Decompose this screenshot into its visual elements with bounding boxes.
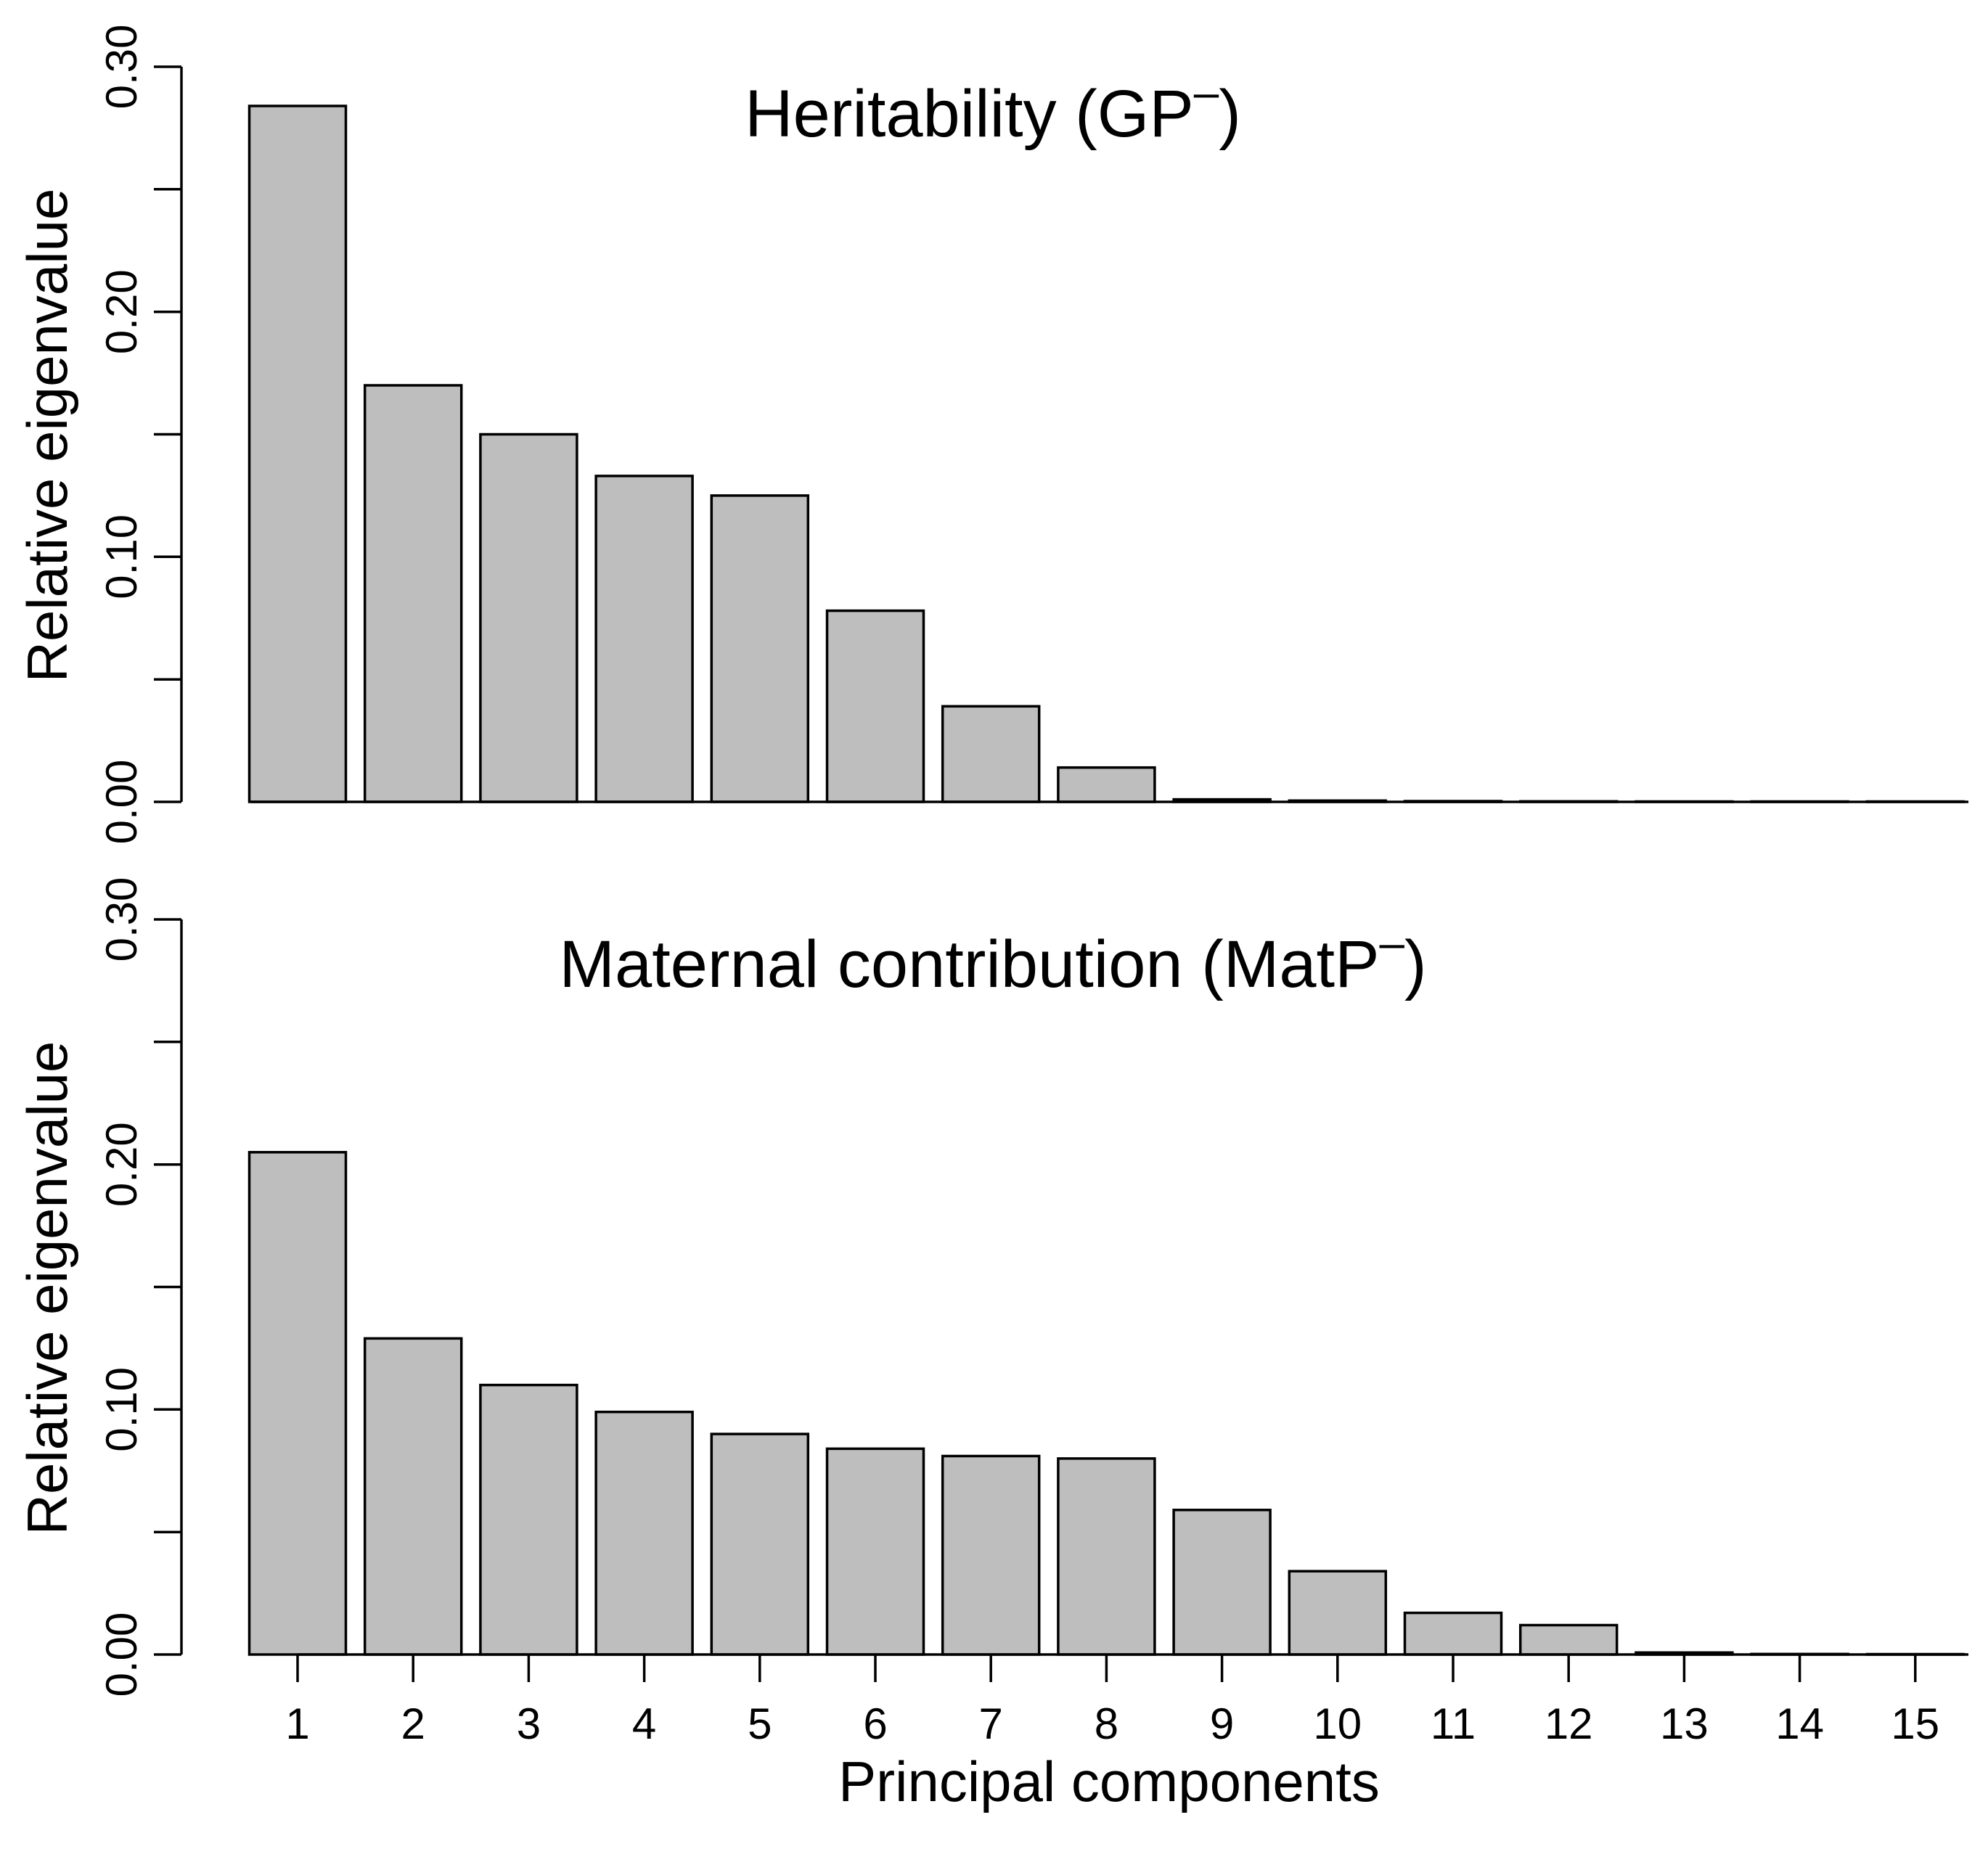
maternal-y-tick-label: 0.20 bbox=[97, 1122, 146, 1207]
maternal-x-ticks: 1 2 3 4 5 6 7 8 9 10 11 12 13 14 15 bbox=[285, 1655, 1939, 1748]
x-tick-label-8: 8 bbox=[1095, 1700, 1118, 1748]
maternal-bar-10 bbox=[1288, 1570, 1388, 1656]
maternal-bar-9 bbox=[1172, 1509, 1272, 1656]
maternal-panel: 0.000.100.200.30 1 2 3 4 5 6 7 8 9 10 11 12 13 14 15 R… bbox=[15, 877, 1968, 1813]
maternal-bar-1 bbox=[248, 1151, 348, 1656]
maternal-title: Maternal contribution (MatP–) bbox=[559, 918, 1426, 1001]
maternal-y-tick-label: 0.30 bbox=[97, 877, 146, 962]
heritability-bar-7 bbox=[941, 705, 1041, 803]
heritability-title-superscript: – bbox=[1194, 67, 1219, 118]
maternal-title-main: Maternal contribution (MatP bbox=[559, 927, 1379, 1001]
x-tick-label-11: 11 bbox=[1431, 1700, 1476, 1748]
heritability-y-tick-label: 0.10 bbox=[97, 514, 146, 599]
x-tick-label-1: 1 bbox=[285, 1700, 309, 1748]
maternal-y-tick-label: 0.10 bbox=[97, 1367, 146, 1452]
maternal-bar-7 bbox=[941, 1454, 1041, 1656]
heritability-title: Heritability (GP–) bbox=[745, 67, 1241, 151]
maternal-bar-11 bbox=[1403, 1611, 1503, 1656]
heritability-bar-4 bbox=[594, 475, 694, 803]
heritability-title-close: ) bbox=[1219, 77, 1241, 151]
maternal-bar-6 bbox=[825, 1447, 925, 1656]
x-tick-label-12: 12 bbox=[1545, 1700, 1593, 1748]
maternal-y-tick-label: 0.00 bbox=[97, 1612, 146, 1697]
x-tick-label-13: 13 bbox=[1660, 1700, 1709, 1748]
heritability-y-axis-label: Relative eigenvalue bbox=[15, 189, 79, 683]
maternal-title-superscript: – bbox=[1379, 918, 1404, 968]
x-tick-label-3: 3 bbox=[517, 1700, 541, 1748]
heritability-bar-5 bbox=[710, 494, 810, 803]
heritability-y-tick-label: 0.20 bbox=[97, 269, 146, 354]
maternal-bar-8 bbox=[1057, 1457, 1156, 1656]
x-tick-label-15: 15 bbox=[1891, 1700, 1939, 1748]
heritability-y-tick-label: 0.00 bbox=[97, 760, 146, 845]
x-tick-label-10: 10 bbox=[1313, 1700, 1362, 1748]
x-tick-label-9: 9 bbox=[1210, 1700, 1234, 1748]
heritability-title-main: Heritability (GP bbox=[745, 77, 1194, 151]
maternal-bars bbox=[248, 1151, 1965, 1656]
x-axis-label: Principal components bbox=[838, 1750, 1380, 1813]
x-tick-label-14: 14 bbox=[1775, 1700, 1824, 1748]
maternal-y-axis-label: Relative eigenvalue bbox=[15, 1041, 79, 1536]
x-tick-label-5: 5 bbox=[748, 1700, 772, 1748]
heritability-y-tick-label: 0.30 bbox=[97, 25, 146, 110]
heritability-bar-6 bbox=[825, 609, 925, 803]
heritability-bar-3 bbox=[479, 432, 578, 803]
heritability-bars bbox=[248, 104, 1965, 803]
maternal-y-ticks: 0.00 0.10 0.20 0.30 bbox=[97, 877, 181, 1697]
maternal-bar-4 bbox=[594, 1410, 694, 1656]
heritability-panel: 0.00 0.10 0.20 0.30 Relative eigenvalue Her… bbox=[15, 25, 1968, 845]
heritability-bar-1 bbox=[248, 104, 348, 803]
maternal-bar-3 bbox=[479, 1383, 578, 1656]
maternal-title-close: ) bbox=[1404, 927, 1427, 1001]
maternal-bar-2 bbox=[363, 1337, 463, 1656]
x-tick-label-6: 6 bbox=[863, 1700, 887, 1748]
x-tick-label-7: 7 bbox=[979, 1700, 1003, 1748]
heritability-y-ticks: 0.00 0.10 0.20 0.30 bbox=[97, 25, 181, 845]
x-tick-label-4: 4 bbox=[632, 1700, 656, 1748]
x-tick-label-2: 2 bbox=[401, 1700, 425, 1748]
maternal-bar-12 bbox=[1518, 1623, 1619, 1656]
heritability-bar-2 bbox=[363, 384, 463, 803]
maternal-bar-5 bbox=[710, 1432, 810, 1656]
heritability-bar-8 bbox=[1057, 766, 1156, 803]
